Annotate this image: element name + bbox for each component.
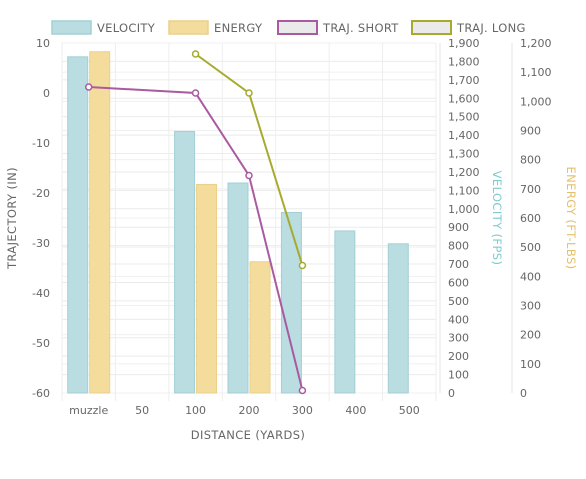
tick-label-energy: 200 — [520, 329, 541, 342]
bar-energy-200[interactable] — [249, 261, 271, 394]
legend[interactable]: VELOCITY ENERGY TRAJ. SHORT TRAJ. LONG — [51, 20, 526, 35]
tick-label-energy: 900 — [520, 125, 541, 138]
tick-label-energy: 800 — [520, 154, 541, 167]
bar-energy-100[interactable] — [196, 183, 218, 394]
tick-label-velocity: 1,800 — [448, 55, 480, 68]
tick-label-velocity: 1,600 — [448, 92, 480, 105]
tick-label-trajectory: 0 — [43, 87, 50, 100]
axis-title-energy: ENERGY (FT-LBS) — [564, 166, 578, 269]
tick-label-velocity: 0 — [448, 387, 455, 400]
tick-label-velocity: 1,900 — [448, 37, 480, 50]
tick-label-trajectory: -30 — [32, 237, 50, 250]
axis-title-trajectory: TRAJECTORY (IN) — [5, 167, 19, 270]
tick-label-energy: 400 — [520, 270, 541, 283]
tick-label-x: 50 — [135, 404, 149, 417]
bar-velocity-400[interactable] — [334, 230, 356, 394]
point-traj-short[interactable] — [245, 171, 253, 180]
tick-label-velocity: 1,400 — [448, 129, 480, 142]
tick-label-trajectory: -60 — [32, 387, 50, 400]
tick-label-trajectory: -40 — [32, 287, 50, 300]
bar-velocity-muzzle[interactable] — [67, 56, 89, 394]
tick-label-velocity: 700 — [448, 258, 469, 271]
trajectory-lines — [84, 50, 307, 395]
tick-label-energy: 500 — [520, 241, 541, 254]
legend-swatch — [411, 20, 452, 35]
tick-label-velocity: 400 — [448, 313, 469, 326]
point-traj-short[interactable] — [84, 83, 93, 91]
tick-label-velocity: 100 — [448, 369, 469, 382]
legend-label: VELOCITY — [97, 21, 156, 35]
tick-label-x: 300 — [292, 404, 313, 417]
bar-velocity-500[interactable] — [387, 243, 409, 394]
legend-item-traj-short[interactable]: TRAJ. SHORT — [277, 20, 399, 35]
bars — [67, 51, 409, 394]
tick-label-energy: 1,000 — [520, 95, 552, 108]
bar-velocity-200[interactable] — [227, 182, 249, 394]
legend-swatch — [277, 20, 318, 35]
legend-item-velocity[interactable]: VELOCITY — [51, 20, 156, 35]
tick-label-energy: 100 — [520, 358, 541, 371]
point-traj-short[interactable] — [298, 386, 307, 395]
tick-label-trajectory: 10 — [36, 37, 50, 50]
tick-label-trajectory: -50 — [32, 337, 50, 350]
point-traj-short[interactable] — [191, 89, 200, 97]
tick-label-trajectory: -20 — [32, 187, 50, 200]
tick-label-x: muzzle — [69, 404, 108, 417]
tick-label-velocity: 1,100 — [448, 184, 480, 197]
tick-label-velocity: 1,200 — [448, 166, 480, 179]
legend-label: ENERGY — [214, 21, 263, 35]
axis-title-velocity: VELOCITY (FPS) — [490, 171, 504, 266]
tick-label-velocity: 900 — [448, 221, 469, 234]
tick-label-velocity: 800 — [448, 240, 469, 253]
tick-label-velocity: 1,300 — [448, 148, 480, 161]
tick-label-trajectory: -10 — [32, 137, 50, 150]
legend-swatch — [168, 20, 209, 35]
tick-label-energy: 1,200 — [520, 37, 552, 50]
tick-label-velocity: 600 — [448, 276, 469, 289]
tick-label-velocity: 500 — [448, 295, 469, 308]
legend-item-traj-long[interactable]: TRAJ. LONG — [411, 20, 526, 35]
bar-velocity-300[interactable] — [280, 211, 302, 394]
legend-label: TRAJ. SHORT — [322, 21, 399, 35]
tick-label-energy: 300 — [520, 300, 541, 313]
tick-label-velocity: 1,000 — [448, 203, 480, 216]
tick-label-energy: 0 — [520, 387, 527, 400]
tick-label-x: 500 — [399, 404, 420, 417]
tick-label-energy: 700 — [520, 183, 541, 196]
line-traj-short — [88, 86, 304, 391]
tick-label-x: 200 — [239, 404, 260, 417]
tick-label-velocity: 200 — [448, 350, 469, 363]
tick-label-x: 100 — [185, 404, 206, 417]
legend-item-energy[interactable]: ENERGY — [168, 20, 263, 35]
point-traj-long[interactable] — [245, 89, 253, 97]
tick-label-velocity: 300 — [448, 332, 469, 345]
bar-energy-muzzle[interactable] — [89, 51, 111, 394]
legend-swatch — [51, 20, 92, 35]
point-traj-long[interactable] — [191, 50, 200, 58]
tick-label-energy: 600 — [520, 212, 541, 225]
legend-label: TRAJ. LONG — [456, 21, 526, 35]
axis-title-x: DISTANCE (YARDS) — [191, 428, 306, 442]
tick-label-energy: 1,100 — [520, 66, 552, 79]
point-traj-long[interactable] — [298, 261, 307, 270]
bar-velocity-100[interactable] — [174, 130, 196, 394]
tick-label-velocity: 1,500 — [448, 111, 480, 124]
tick-label-velocity: 1,700 — [448, 74, 480, 87]
tick-label-x: 400 — [345, 404, 366, 417]
